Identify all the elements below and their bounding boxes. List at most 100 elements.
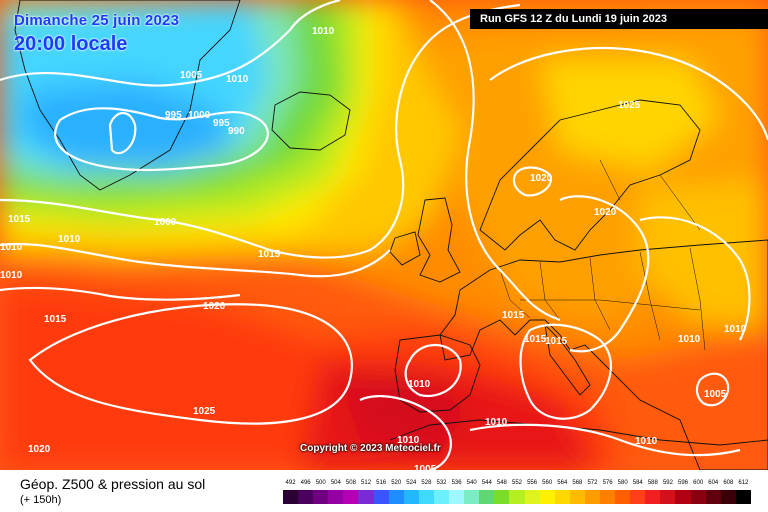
scale-level-label: 584 xyxy=(632,480,643,486)
scale-level-label: 564 xyxy=(557,480,568,486)
isobar-label: 1010 xyxy=(0,270,23,281)
isobar-label: 1010 xyxy=(226,74,249,85)
scale-level-label: 596 xyxy=(678,480,689,486)
iberia-coastline xyxy=(394,334,481,413)
scale-swatch xyxy=(358,490,374,504)
scale-swatch xyxy=(449,490,465,504)
scale-swatch xyxy=(433,490,450,504)
scale-swatch xyxy=(720,490,736,504)
scale-level-label: 604 xyxy=(708,480,719,486)
britain-coastline xyxy=(417,197,461,283)
scale-level-label: 608 xyxy=(723,480,734,486)
copyright: Copyright © 2023 Meteociel.fr xyxy=(300,443,441,454)
scale-swatch xyxy=(464,490,480,504)
scale-swatch xyxy=(418,490,434,504)
isobar-label: 1015 xyxy=(524,334,547,345)
isobar-label: 1015 xyxy=(8,214,31,225)
lead-time: (+ 150h) xyxy=(20,494,62,506)
scale-level-label: 528 xyxy=(421,480,432,486)
scale-swatch xyxy=(735,490,751,504)
scale-level-label: 496 xyxy=(300,480,311,486)
isobar-label: 1005 xyxy=(180,70,203,81)
scale-swatch xyxy=(690,490,706,504)
scale-level-label: 560 xyxy=(542,480,553,486)
scale-swatch xyxy=(373,490,389,504)
isobar-label: 1010 xyxy=(485,417,508,428)
scale-level-label: 504 xyxy=(330,480,341,486)
scale-level-label: 492 xyxy=(285,480,296,486)
scale-level-label: 508 xyxy=(345,480,356,486)
scale-swatch xyxy=(494,490,510,504)
isobar-label: 1020 xyxy=(203,301,226,312)
isobar-label: 1005 xyxy=(704,389,727,400)
scale-swatch xyxy=(615,490,631,504)
scale-level-label: 532 xyxy=(436,480,447,486)
isobar-label: 1015 xyxy=(545,336,568,347)
isobar-label: 990 xyxy=(228,126,245,137)
isobar-label: 1010 xyxy=(678,334,701,345)
isobar-label: 1010 xyxy=(724,324,747,335)
scale-swatch xyxy=(599,490,616,504)
scale-swatch xyxy=(283,490,299,504)
scale-level-label: 576 xyxy=(602,480,613,486)
scale-level-label: 540 xyxy=(466,480,477,486)
scale-swatch xyxy=(403,490,419,504)
forecast-date: Dimanche 25 juin 2023 xyxy=(14,12,180,29)
color-scale-labels: 492 496 500 504 508 512 516 520 524 528 532 536 540 5… xyxy=(283,480,751,489)
product-title: Géop. Z500 & pression au sol xyxy=(20,476,206,492)
scale-level-label: 592 xyxy=(662,480,673,486)
isobar-labels: 1010 1005 1010 995 1000 995 990 1015 101… xyxy=(0,26,747,470)
scale-swatch xyxy=(328,490,344,504)
isobar-label: 1015 xyxy=(502,310,525,321)
scale-swatch xyxy=(660,490,676,504)
scale-level-label: 548 xyxy=(496,480,507,486)
scale-swatch xyxy=(569,490,585,504)
italy-coastline xyxy=(544,323,591,396)
scale-swatch xyxy=(630,490,646,504)
isobar-label: 1020 xyxy=(28,444,51,455)
scale-swatch xyxy=(343,490,359,504)
scale-swatch xyxy=(509,490,525,504)
isobar-label: 1020 xyxy=(594,207,617,218)
scale-level-label: 552 xyxy=(511,480,522,486)
scale-swatch xyxy=(675,490,691,504)
scale-swatch xyxy=(298,490,314,504)
scale-swatch xyxy=(313,490,329,504)
ireland-coastline xyxy=(389,231,421,266)
scale-swatch xyxy=(539,490,555,504)
iceland-coastline xyxy=(271,91,351,151)
forecast-map: 1010 1005 1010 995 1000 995 990 1015 101… xyxy=(0,0,768,470)
isobar-label: 1020 xyxy=(530,173,553,184)
scale-level-label: 568 xyxy=(572,480,583,486)
forecast-local-time: 20:00 locale xyxy=(14,33,128,55)
isobar-label: 1015 xyxy=(44,314,67,325)
isobar-label: 1000 xyxy=(154,217,177,228)
scale-level-label: 536 xyxy=(451,480,462,486)
scale-level-label: 512 xyxy=(361,480,372,486)
scale-swatch xyxy=(705,490,721,504)
country-borders xyxy=(499,159,706,351)
isobar-label: 1025 xyxy=(618,100,641,111)
scale-swatch xyxy=(645,490,661,504)
isobar-label: 995 xyxy=(165,110,182,121)
scale-swatch xyxy=(554,490,570,504)
isobar-label: 1005 xyxy=(414,464,437,470)
isobar-label: 1000 xyxy=(188,110,211,121)
color-scale-bar xyxy=(283,490,751,504)
scale-level-label: 588 xyxy=(647,480,658,486)
run-info: Run GFS 12 Z du Lundi 19 juin 2023 xyxy=(470,9,768,29)
isobar-label: 1010 xyxy=(312,26,335,37)
isobar-label: 1010 xyxy=(58,234,81,245)
isobar-label: 1010 xyxy=(0,242,23,253)
scale-level-label: 544 xyxy=(481,480,492,486)
scale-level-label: 520 xyxy=(391,480,402,486)
scale-swatch xyxy=(524,490,540,504)
geopotential-pressure-map: 1010 1005 1010 995 1000 995 990 1015 101… xyxy=(0,0,768,470)
scale-level-label: 524 xyxy=(406,480,417,486)
isobar-label: 1010 xyxy=(397,435,420,446)
isobar-label: 1025 xyxy=(193,406,216,417)
scale-swatch xyxy=(479,490,495,504)
geopotential-field xyxy=(0,0,768,470)
scale-level-label: 612 xyxy=(738,480,749,486)
scale-level-label: 516 xyxy=(376,480,387,486)
